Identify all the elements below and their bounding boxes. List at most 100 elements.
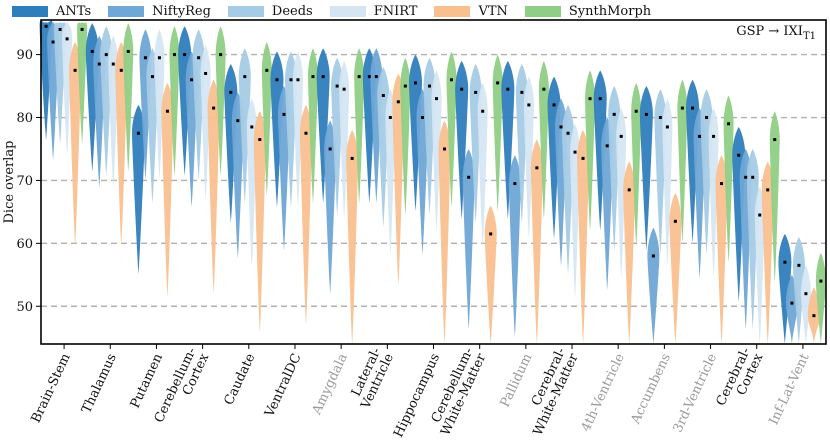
category-group-4 [224,42,272,333]
violin-16-fnirt [800,265,811,344]
median-marker-5-1 [282,112,286,116]
median-marker-0-2 [58,27,62,31]
violin-15-synthmorph [769,111,780,282]
x-tick-label-line: VentralDC [262,351,305,420]
violin-7-synthmorph [400,57,411,216]
category-group-5 [270,48,318,325]
median-marker-2-3 [157,56,161,60]
median-marker-15-0 [737,153,741,157]
violin-11-synthmorph [585,70,596,231]
y-tick-label-60: 60 [16,237,33,252]
median-marker-12-2 [612,112,616,116]
median-marker-13-0 [644,112,648,116]
median-marker-5-5 [311,75,315,79]
violin-10-synthmorph [538,60,549,219]
x-tick-label-6: Amygdala [309,351,351,418]
median-marker-2-4 [165,109,169,113]
median-marker-13-4 [673,219,677,223]
violin-16-ants [778,233,792,344]
median-marker-8-0 [414,81,417,85]
median-marker-14-3 [712,134,716,138]
violin-8-synthmorph [446,51,457,208]
violin-6-ants [316,48,330,204]
violin-4-synthmorph [261,42,272,196]
median-marker-13-1 [651,254,655,258]
median-marker-7-3 [388,116,392,120]
violin-13-fnirt [662,98,673,267]
median-marker-8-5 [450,78,453,82]
median-marker-3-1 [190,78,194,82]
median-marker-16-0 [783,260,787,264]
legend-label-deeds: Deeds [271,3,313,19]
y-tick-label-50: 50 [16,300,33,315]
violin-13-synthmorph [677,79,688,243]
x-tick-label-5: VentralDC [262,351,305,420]
median-marker-7-0 [367,75,371,79]
category-group-1 [85,23,134,246]
violin-10-vtn [530,139,543,344]
violin-9-ants [455,60,469,219]
median-marker-6-5 [357,75,361,79]
median-marker-3-2 [197,56,201,60]
median-marker-7-5 [403,84,407,88]
median-marker-10-2 [520,90,524,94]
violin-10-ants [501,60,515,219]
median-marker-15-3 [758,213,762,217]
violin-13-niftyreg [647,227,660,344]
median-marker-11-0 [552,103,556,107]
median-marker-9-5 [496,81,500,85]
median-marker-1-5 [126,49,130,53]
median-marker-2-2 [150,75,154,79]
x-tick-label-line: 3rd-Ventricle [671,351,721,435]
violin-14-fnirt [708,108,719,278]
category-group-3 [178,26,226,293]
median-marker-16-5 [819,279,823,283]
category-group-9 [455,54,503,344]
median-marker-15-2 [751,175,755,179]
legend: ANTs NiftyReg Deeds FNIRT VTN SynthMorph [12,2,668,20]
median-marker-14-4 [720,182,724,186]
median-marker-5-3 [296,78,300,82]
median-marker-15-4 [766,188,770,192]
median-marker-5-4 [304,131,308,135]
violin-14-vtn [715,155,728,344]
legend-swatch-deeds [227,5,264,17]
violin-7-fnirt [385,89,396,255]
median-marker-14-2 [705,116,709,120]
violin-5-ants [270,51,284,208]
median-marker-11-3 [573,150,577,154]
median-marker-2-0 [136,131,140,135]
median-marker-5-0 [275,78,279,82]
legend-label-vtn: VTN [478,3,508,19]
median-marker-16-4 [812,314,816,318]
violin-9-vtn [484,205,497,344]
legend-swatch-vtn [434,5,471,17]
x-tick-label-1: Thalamus [79,351,120,415]
category-group-7 [362,48,411,286]
annotation-main: GSP → IXI [736,24,803,39]
category-group-14 [686,79,734,344]
annotation-subscript: T1 [803,31,816,42]
violin-3-fnirt [200,45,211,200]
violin-8-ants [409,54,422,212]
x-tick-label-line: Hippocampus [391,351,443,440]
y-tick-label-80: 80 [16,111,33,126]
legend-label-niftyreg: NiftyReg [152,3,211,19]
y-axis: 50 60 70 80 90 [16,48,41,315]
median-marker-1-4 [119,68,123,72]
legend-item-ants: ANTs [12,4,91,19]
legend-label-synthmorph: SynthMorph [568,3,652,19]
violin-13-ants [639,86,653,251]
violin-2-fnirt [154,29,165,180]
violin-2-synthmorph [169,26,180,176]
median-marker-3-5 [219,53,223,57]
x-tick-label-8: Hippocampus [391,351,443,440]
median-marker-16-1 [790,301,794,305]
median-marker-4-0 [229,90,233,94]
legend-item-deeds: Deeds [227,3,313,19]
median-marker-13-2 [658,116,662,120]
median-marker-2-1 [143,56,147,60]
category-group-13 [639,79,688,344]
violin-15-vtn [761,161,774,344]
x-tick-label-12: 4th-Ventricle [579,351,628,434]
